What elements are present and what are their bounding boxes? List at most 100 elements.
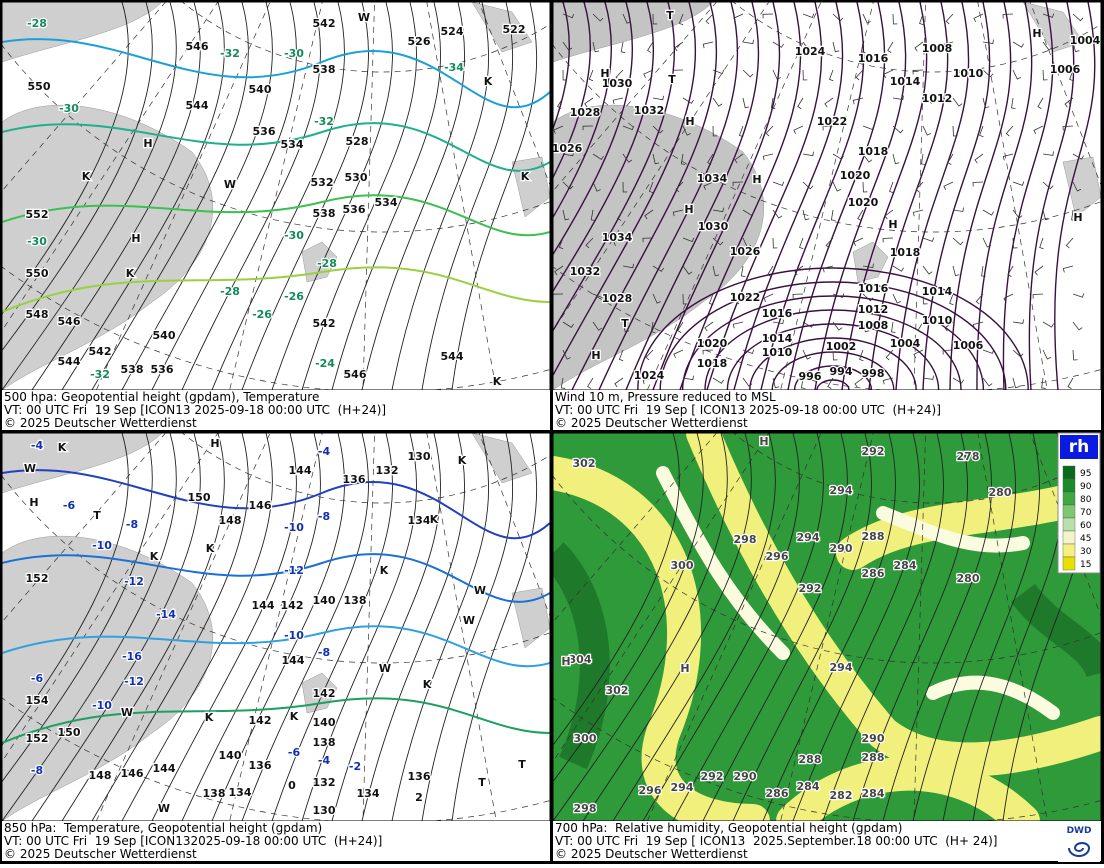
wind-barb <box>945 13 954 25</box>
contour-label: 998 <box>862 367 885 380</box>
wind-barb <box>822 265 834 273</box>
wind-barb <box>648 181 654 194</box>
wind-barb <box>827 377 834 389</box>
wind-barb <box>1072 321 1083 331</box>
wind-barb <box>952 97 963 107</box>
contour <box>271 2 393 390</box>
contour-label: -6 <box>63 499 76 512</box>
wind-barb <box>620 41 626 53</box>
contour-label: 528 <box>346 135 369 148</box>
wind-barb <box>738 125 744 138</box>
contour-label: 136 <box>343 473 366 486</box>
wind-barb <box>832 349 838 361</box>
wind-barb <box>889 181 894 194</box>
caption-area <box>2 390 550 430</box>
wind-barb <box>832 13 844 22</box>
contour-label: 534 <box>281 138 304 151</box>
contour-label: 292 <box>862 445 885 458</box>
contour <box>841 2 928 390</box>
wind-barb <box>892 125 904 134</box>
contour-label: 524 <box>441 25 464 38</box>
map-area: 542 546 550 -30 544 -32 540 536 534 532 538 536 534 5… <box>2 2 550 390</box>
wind-barb <box>882 377 894 385</box>
wind-barb <box>584 97 594 108</box>
caption-line: VT: 00 UTC Fri 19 Sep [ICON13 2025-09-18… <box>4 403 386 417</box>
wind-barb <box>919 13 924 26</box>
wind-barb <box>733 13 744 22</box>
contour <box>637 267 1029 390</box>
wind-barb <box>1039 237 1044 250</box>
wind-barb <box>1072 153 1084 160</box>
contour-label: K <box>206 542 215 555</box>
wind-barb <box>982 39 994 44</box>
wind-barb <box>982 377 993 387</box>
contour <box>553 2 634 256</box>
contour <box>181 2 321 390</box>
wind-barb <box>678 13 684 26</box>
contour-label: 290 <box>862 732 885 745</box>
contour-label: 150 <box>188 491 211 504</box>
wind-barb <box>802 209 810 221</box>
wind-barb <box>562 209 570 221</box>
contour-label: 1008 <box>922 42 953 55</box>
contour-label: 154 <box>26 694 49 707</box>
wind-barb <box>860 41 866 53</box>
contour-label: 152 <box>26 572 49 585</box>
contour <box>553 433 680 746</box>
contour-label: 1032 <box>634 104 665 117</box>
contour-label: 1008 <box>858 319 889 332</box>
graticule <box>553 433 770 763</box>
wind-barb <box>982 209 994 216</box>
contour-label: 526 <box>408 35 431 48</box>
wind-barb <box>952 237 964 246</box>
contour <box>553 2 697 377</box>
temperature-contour <box>2 625 550 668</box>
contour <box>31 2 201 390</box>
wind-barb <box>588 69 594 82</box>
contour <box>1002 2 1054 390</box>
wind-barb <box>742 349 755 355</box>
wind-barb <box>972 321 984 329</box>
wind-barb <box>772 209 783 219</box>
graticule <box>2 2 167 192</box>
contour-label: 544 <box>186 99 209 112</box>
legend-swatch <box>1062 530 1076 545</box>
wind-barb <box>794 265 804 276</box>
contour <box>679 2 802 390</box>
contour-label: -28 <box>317 257 337 270</box>
wind-barb <box>857 209 864 221</box>
contour-label: 550 <box>26 267 49 280</box>
wind-barb <box>1012 209 1023 219</box>
contour-label: 538 <box>313 63 336 76</box>
wind-barb <box>952 207 964 212</box>
contour-label: 1012 <box>858 303 889 316</box>
wind-barb <box>617 209 624 221</box>
contour-label: 278 <box>957 450 980 463</box>
contour-label: K <box>150 550 159 563</box>
contour-label: 538 <box>121 363 144 376</box>
wind-barb <box>884 209 894 220</box>
wind-barb <box>704 321 714 332</box>
contour <box>793 365 873 390</box>
contour-label: -10 <box>284 629 304 642</box>
contour-label: K <box>493 375 502 388</box>
wind-barb <box>922 237 935 242</box>
contour-label: 296 <box>766 550 789 563</box>
wind-barb <box>712 207 724 213</box>
contour-label: 538 <box>313 207 336 220</box>
contour-label: 140 <box>313 594 336 607</box>
contour-label: -24 <box>315 357 335 370</box>
wind-barb <box>672 209 684 217</box>
contour-label: 146 <box>121 767 144 780</box>
contour-label: -10 <box>92 539 112 552</box>
contour-label: 542 <box>313 17 336 30</box>
contour-label: K <box>423 678 432 691</box>
graticule <box>362 433 375 821</box>
wind-barb <box>772 69 781 80</box>
contour-label: 284 <box>894 559 917 572</box>
contour-label: 148 <box>89 769 112 782</box>
wind-barb <box>1042 151 1054 156</box>
contour-label: 1014 <box>762 332 793 345</box>
wind-barb <box>862 13 871 24</box>
